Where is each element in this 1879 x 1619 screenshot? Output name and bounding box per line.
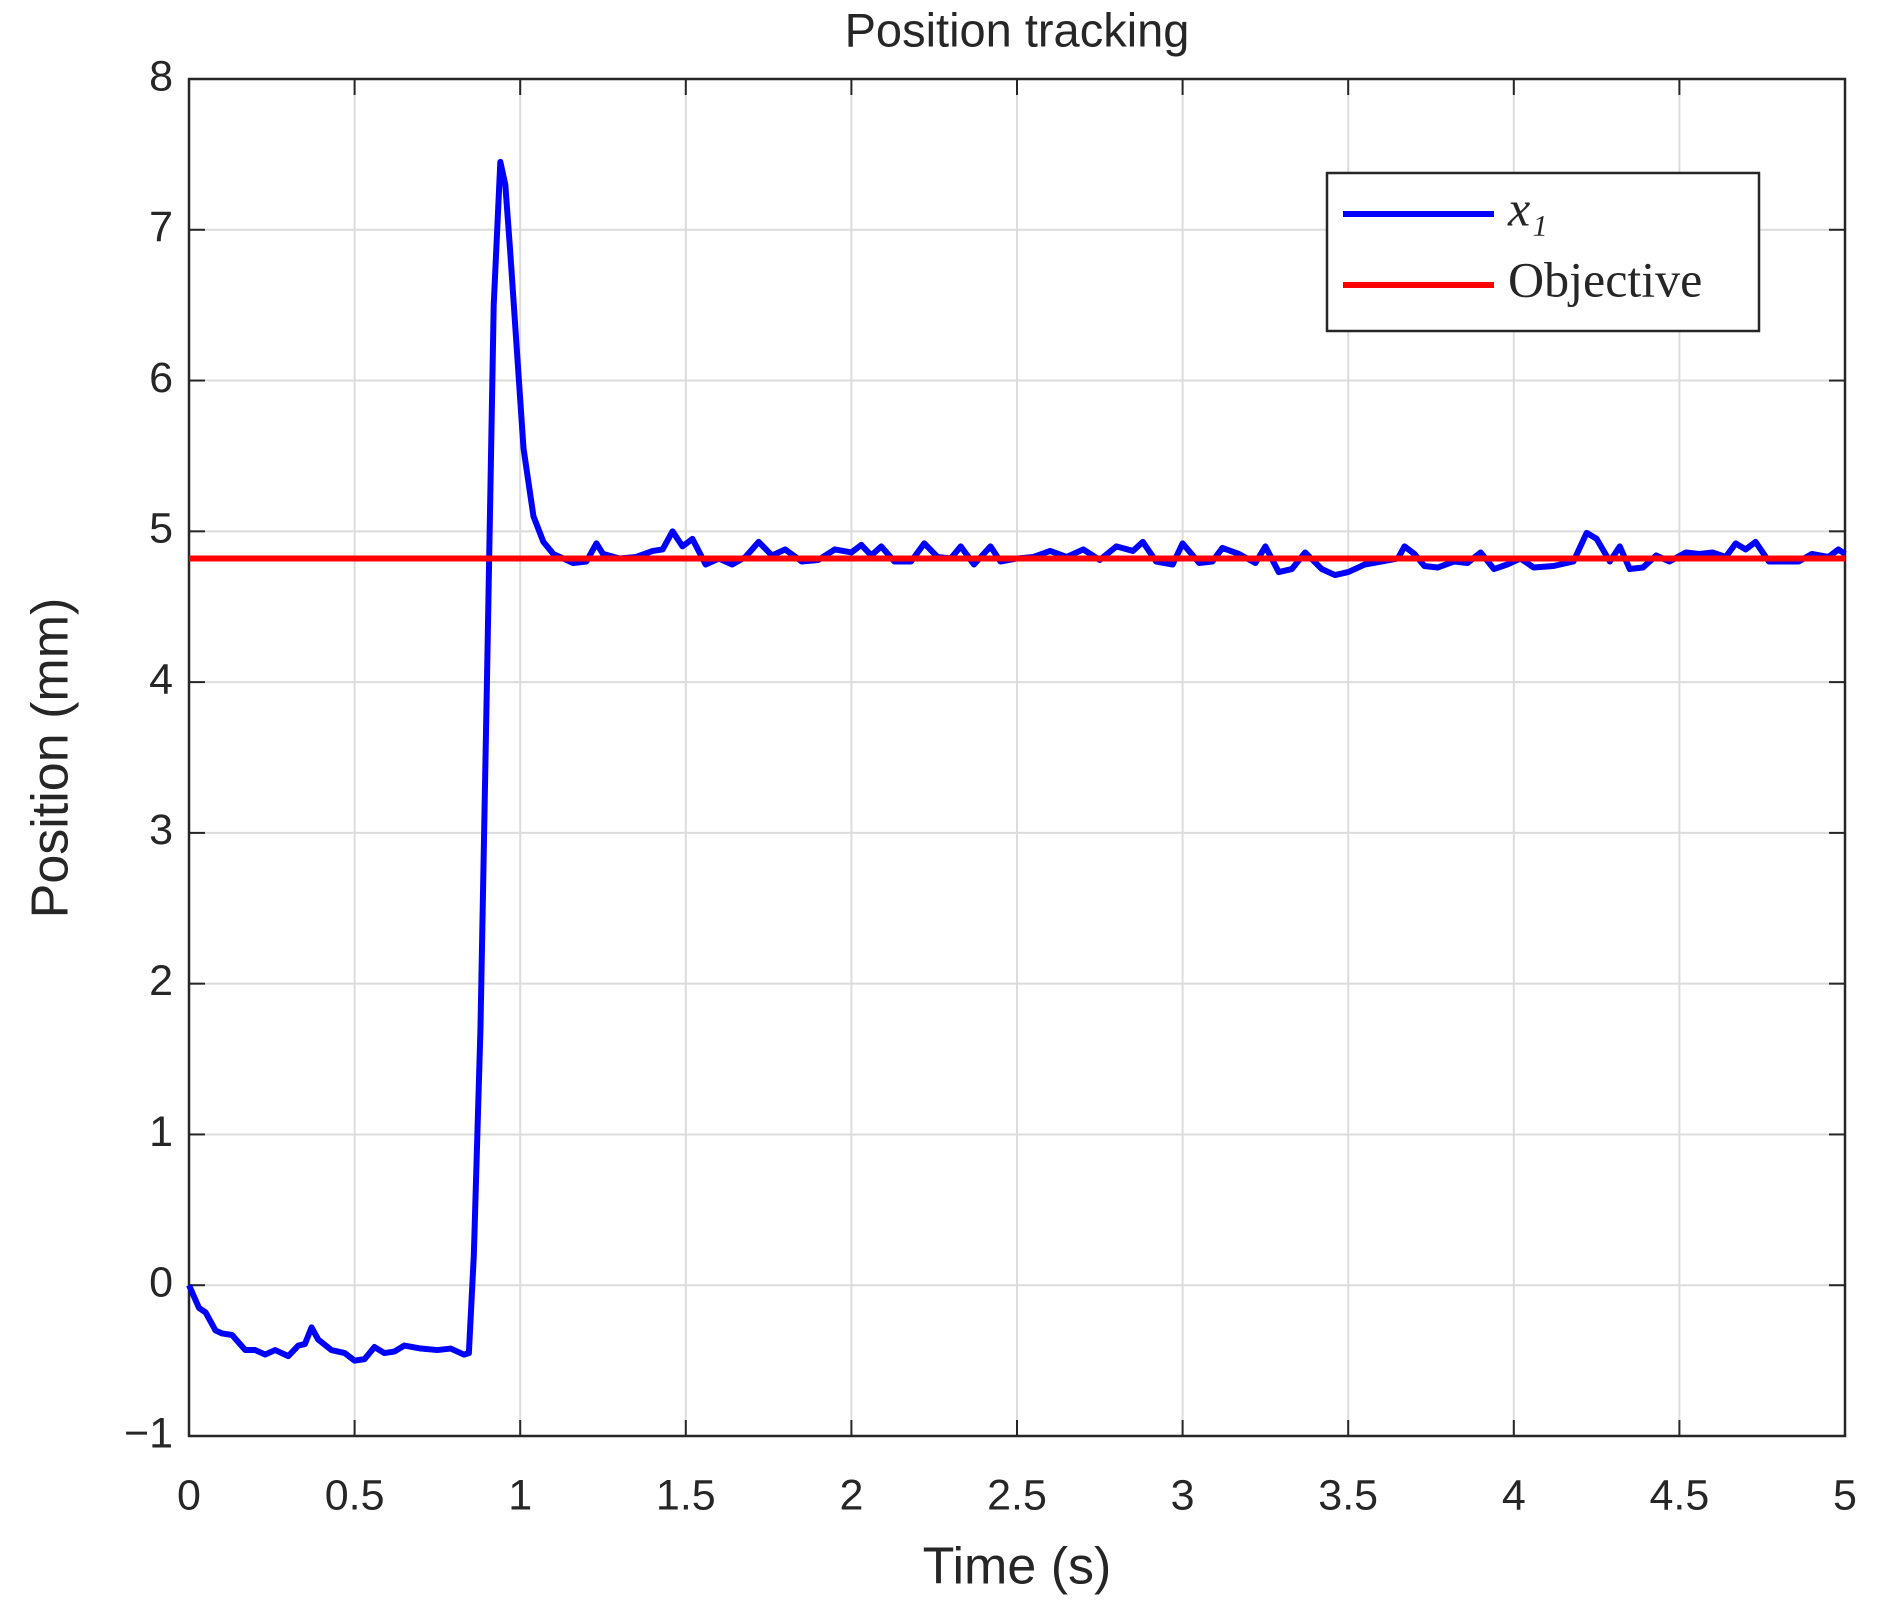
x-tick-label: 0 (177, 1471, 201, 1519)
y-tick-label: 7 (149, 203, 173, 251)
y-tick-label: 0 (149, 1259, 173, 1307)
y-tick-label: 5 (149, 505, 173, 553)
chart-title: Position tracking (845, 3, 1190, 56)
x-tick-label: 4 (1502, 1471, 1526, 1519)
x-axis-label: Time (s) (923, 1538, 1112, 1596)
x-tick-label: 3 (1171, 1471, 1195, 1519)
x-tick-label: 3.5 (1318, 1471, 1378, 1519)
legend-label: x₁ (1507, 180, 1548, 236)
y-tick-label: 6 (149, 354, 173, 402)
legend-label: Objective (1508, 251, 1702, 307)
x-tick-label: 2 (839, 1471, 863, 1519)
legend-box (1325, 171, 1761, 333)
y-tick-label: 1 (149, 1108, 173, 1156)
x-tick-label: 1.5 (656, 1471, 716, 1519)
plot-frame (187, 77, 1847, 1438)
x-tick-label: 1 (508, 1471, 532, 1519)
data-line (186, 158, 1847, 1364)
y-tick-label: 4 (149, 655, 173, 703)
y-axis-label: Position (mm) (22, 598, 80, 919)
x-tick-label: 2.5 (987, 1471, 1047, 1519)
x-tick-label: 0.5 (325, 1471, 385, 1519)
y-tick-label: 3 (149, 806, 173, 854)
x-tick-label: 4.5 (1650, 1471, 1710, 1519)
x-tick-label: 5 (1833, 1471, 1857, 1519)
y-tick-label: 2 (149, 957, 173, 1005)
y-tick-label: −1 (124, 1409, 173, 1457)
y-tick-label: 8 (149, 52, 173, 100)
